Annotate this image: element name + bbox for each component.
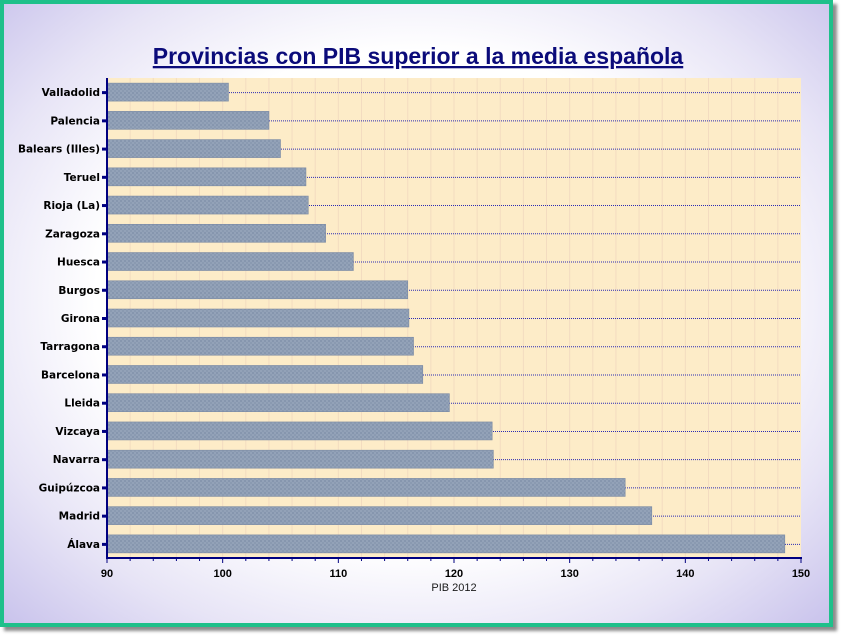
- category-label: Tarragona: [40, 341, 100, 353]
- y-tick: [102, 147, 106, 151]
- y-tick: [102, 429, 106, 433]
- bar-lleida: [106, 393, 450, 413]
- y-tick: [102, 260, 106, 264]
- x-tick-labels: 90 100 110 120 130 140 150: [101, 568, 810, 580]
- bar-zaragoza: [106, 223, 326, 243]
- bar-huesca: [106, 252, 354, 271]
- x-axis-title: PIB 2012: [431, 582, 476, 594]
- category-label: Palencia: [50, 115, 100, 127]
- category-label: Navarra: [53, 454, 100, 466]
- category-labels: Valladolid Palencia Balears (Illes) Teruel R…: [18, 87, 100, 551]
- y-tick: [102, 401, 106, 405]
- category-label: Vizcaya: [55, 426, 100, 438]
- x-tick-label: 110: [329, 568, 347, 580]
- category-label: Álava: [67, 538, 100, 551]
- category-label: Zaragoza: [45, 228, 100, 240]
- category-label: Rioja (La): [43, 200, 100, 212]
- category-label: Balears (Illes): [18, 144, 100, 156]
- category-label: Valladolid: [42, 87, 100, 99]
- category-label: Burgos: [58, 285, 100, 297]
- bar-burgos: [106, 280, 409, 300]
- bar-álava: [106, 534, 786, 554]
- x-tick-label: 130: [560, 568, 578, 580]
- y-tick: [102, 542, 106, 546]
- x-tick-label: 90: [101, 568, 113, 580]
- bar-series: [106, 82, 786, 554]
- bar-navarra: [106, 449, 494, 469]
- x-tick-label: 140: [676, 568, 694, 580]
- bar-balears-illes-: [106, 139, 281, 158]
- category-label: Huesca: [57, 257, 100, 269]
- y-tick: [102, 288, 106, 292]
- x-tick-label: 100: [213, 568, 231, 580]
- y-tick: [102, 91, 106, 95]
- category-label: Madrid: [59, 511, 100, 523]
- bar-vizcaya: [106, 421, 493, 441]
- bar-palencia: [106, 111, 270, 130]
- y-tick: [102, 317, 106, 320]
- bar-guipúzcoa: [106, 478, 626, 497]
- y-tick: [102, 119, 106, 123]
- category-label: Girona: [61, 313, 100, 325]
- bar-teruel: [106, 167, 307, 187]
- chart-title: Provincias con PIB superior a la media e…: [153, 43, 684, 69]
- y-tick: [102, 373, 106, 377]
- x-tick-label: 120: [445, 568, 463, 580]
- y-tick: [102, 514, 106, 518]
- x-tick-label: 150: [792, 568, 810, 580]
- y-tick: [102, 175, 106, 179]
- bar-madrid: [106, 506, 653, 525]
- bar-tarragona: [106, 336, 414, 356]
- category-label: Lleida: [64, 398, 100, 410]
- y-tick: [102, 345, 106, 349]
- category-label: Teruel: [64, 172, 100, 184]
- y-tick: [102, 232, 106, 236]
- category-label: Guipúzcoa: [39, 482, 100, 494]
- y-tick: [102, 458, 106, 462]
- y-tick: [102, 204, 106, 208]
- bar-rioja-la-: [106, 195, 309, 215]
- bar-girona: [106, 308, 410, 328]
- y-tick: [102, 486, 106, 490]
- category-label: Barcelona: [41, 369, 100, 381]
- axes: [102, 78, 802, 563]
- bar-barcelona: [106, 365, 424, 384]
- bar-valladolid: [106, 82, 229, 102]
